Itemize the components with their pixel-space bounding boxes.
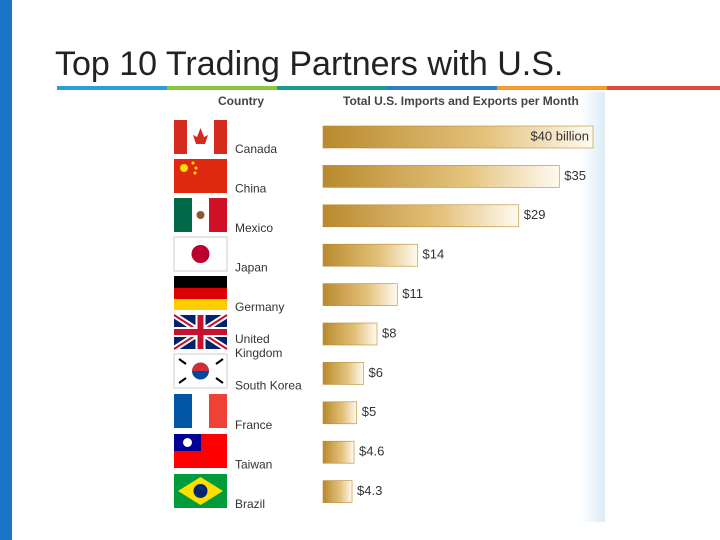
value-label: $35 bbox=[564, 168, 586, 183]
category-label: France bbox=[235, 418, 273, 432]
slide-title: Top 10 Trading Partners with U.S. bbox=[55, 45, 563, 83]
side-strip bbox=[0, 0, 12, 540]
category-label: Japan bbox=[235, 260, 268, 274]
category-label: Brazil bbox=[235, 497, 265, 511]
title-underline bbox=[57, 86, 720, 90]
value-header: Total U.S. Imports and Exports per Month bbox=[343, 94, 579, 108]
chart-edge bbox=[580, 92, 605, 522]
category-label: Taiwan bbox=[235, 457, 272, 471]
category-header: Country bbox=[218, 94, 264, 108]
value-label: $11 bbox=[402, 286, 423, 301]
bar bbox=[322, 204, 520, 228]
value-label: $40 billion bbox=[530, 128, 589, 143]
chart-area bbox=[165, 92, 605, 522]
bar bbox=[322, 401, 358, 425]
category-label: Mexico bbox=[235, 221, 273, 235]
value-label: $4.3 bbox=[357, 483, 382, 498]
value-label: $5 bbox=[362, 404, 376, 419]
category-label: Canada bbox=[235, 142, 277, 156]
flags bbox=[172, 120, 229, 508]
value-label: $4.6 bbox=[359, 444, 384, 459]
bar bbox=[322, 480, 353, 503]
value-label: $29 bbox=[524, 207, 546, 222]
bar bbox=[322, 125, 594, 149]
bar bbox=[322, 362, 364, 385]
bar bbox=[322, 440, 355, 464]
bar bbox=[322, 283, 398, 306]
bar bbox=[322, 243, 418, 267]
category-label: South Korea bbox=[235, 379, 302, 393]
value-label: $6 bbox=[369, 365, 383, 380]
category-label: United Kingdom bbox=[235, 332, 282, 360]
bar bbox=[322, 165, 560, 188]
category-label: China bbox=[235, 182, 267, 196]
value-label: $14 bbox=[423, 247, 445, 262]
category-label: Germany bbox=[235, 300, 284, 314]
bar bbox=[322, 322, 378, 346]
value-label: $8 bbox=[382, 325, 396, 340]
